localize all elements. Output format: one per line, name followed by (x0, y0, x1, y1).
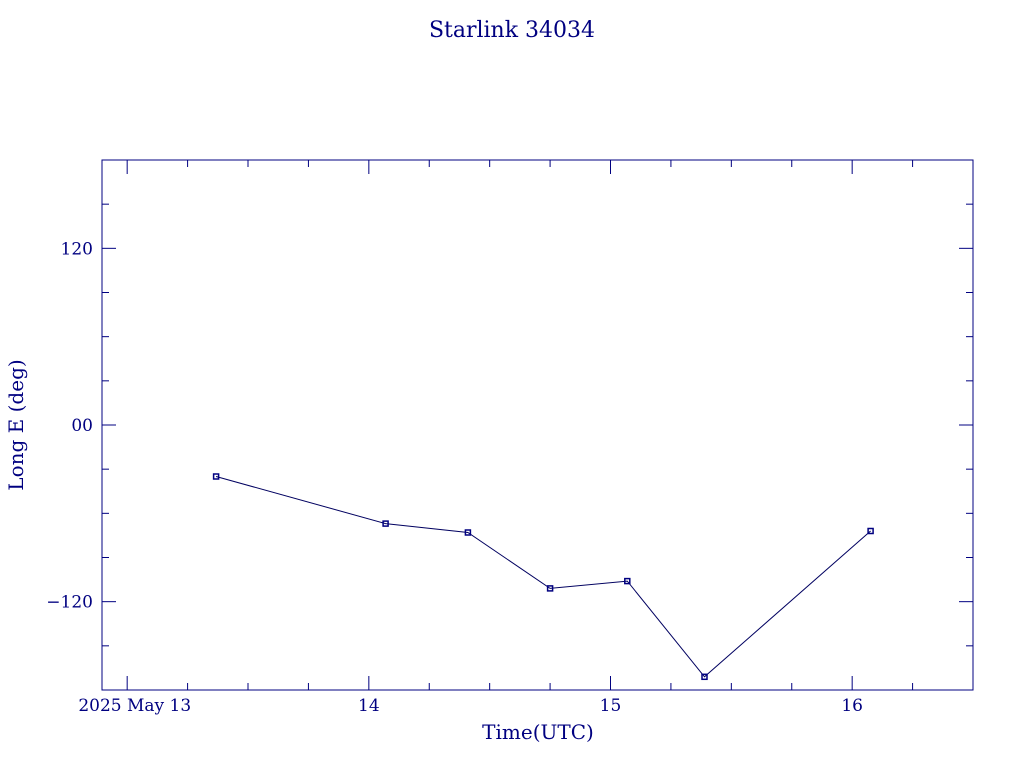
series-line (215, 476, 871, 678)
y-axis-label: Long E (deg) (4, 359, 28, 490)
y-tick-label: 00 (71, 416, 93, 436)
data-point (546, 585, 554, 592)
y-tick-label: −120 (46, 593, 93, 613)
data-point (701, 673, 708, 681)
x-tick-label: 15 (600, 696, 622, 716)
x-tick-label: 14 (358, 696, 380, 716)
data-point (867, 527, 874, 535)
y-tick-label: 120 (61, 239, 93, 259)
data-point (624, 577, 631, 585)
plot-axes (101, 159, 974, 691)
x-axis-label: Time(UTC) (482, 720, 594, 744)
data-point (382, 520, 389, 527)
data-point (212, 473, 220, 480)
y-axis-ticks: 120 00 −120 (46, 159, 973, 691)
data-series (212, 473, 874, 681)
x-tick-label: 2025 May 13 (78, 696, 191, 716)
plot-frame (101, 159, 974, 691)
data-point (464, 529, 472, 536)
x-axis-ticks: 2025 May 13 14 15 16 (78, 160, 974, 716)
chart-title: Starlink 34034 (429, 18, 595, 43)
x-tick-label: 16 (841, 696, 863, 716)
